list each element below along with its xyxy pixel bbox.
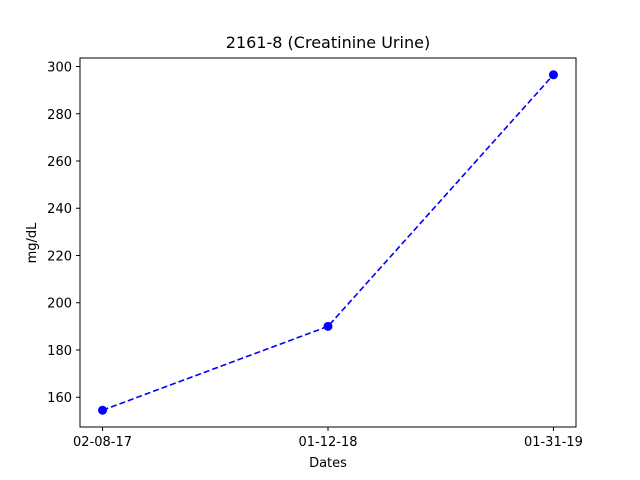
- y-tick-label: 160: [47, 391, 72, 406]
- x-tick-label: 01-12-18: [298, 435, 357, 450]
- y-axis-ticks: 160 180 200 220 240 260 280 300: [47, 61, 80, 406]
- x-tick-label: 02-08-17: [73, 435, 132, 450]
- y-tick-label: 260: [47, 155, 72, 170]
- x-tick-label: 01-31-19: [524, 435, 583, 450]
- y-tick-label: 180: [47, 344, 72, 359]
- y-tick-label: 300: [47, 61, 72, 76]
- y-tick-label: 220: [47, 249, 72, 264]
- data-point: [548, 70, 558, 80]
- x-axis-label: Dates: [309, 456, 347, 471]
- data-point: [323, 321, 333, 331]
- y-tick-label: 200: [47, 297, 72, 312]
- x-axis-ticks: 02-08-17 01-12-18 01-31-19: [73, 427, 583, 450]
- series-line: [102, 74, 555, 411]
- chart-title: 2161-8 (Creatinine Urine): [226, 33, 430, 52]
- series-layer: [98, 70, 558, 415]
- y-tick-label: 280: [47, 108, 72, 123]
- plot-frame: [79, 57, 577, 428]
- y-axis-label: mg/dL: [25, 222, 40, 264]
- data-point: [98, 405, 108, 415]
- y-tick-label: 240: [47, 202, 72, 217]
